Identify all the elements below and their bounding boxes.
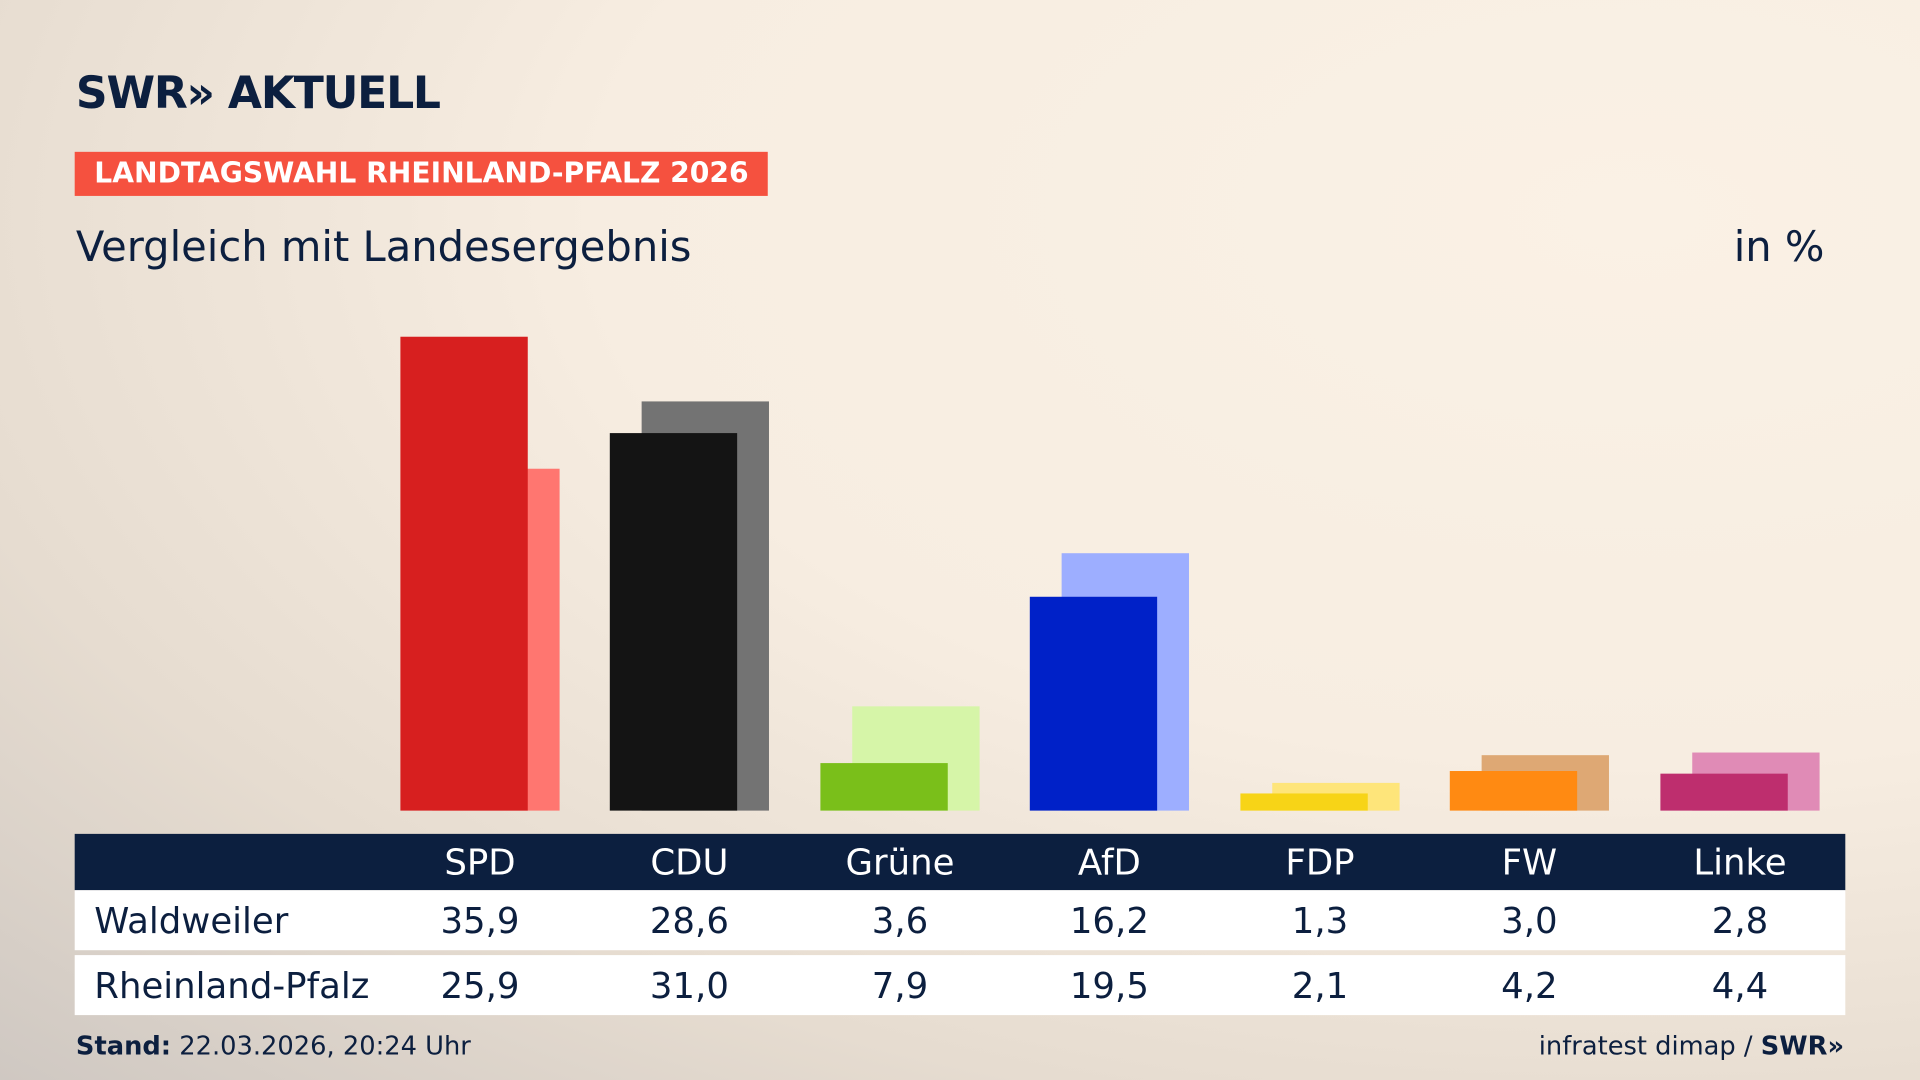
party-label: CDU	[650, 841, 729, 883]
value-label: 2,1	[1291, 964, 1349, 1006]
value-label: 3,6	[871, 899, 929, 942]
table-row: Waldweiler 35,9 28,6 3,6 16,2 1,3 3,0 2,8	[74, 890, 1846, 951]
value-label: 35,9	[440, 899, 520, 942]
value-label: 3,0	[1501, 899, 1558, 942]
value-label: 28,6	[649, 899, 729, 942]
election-badge: LANDTAGSWAHL RHEINLAND-PFALZ 2026	[74, 151, 769, 196]
table-header: SPD CDU Grüne AfD FDP FW Linke	[74, 833, 1846, 891]
party-label: FDP	[1285, 841, 1355, 883]
value-label: 1,3	[1291, 899, 1349, 942]
value-label: 4,2	[1501, 964, 1558, 1006]
value-label: 19,5	[1069, 964, 1149, 1006]
bar-spd-local	[400, 336, 528, 811]
value-label: 25,9	[440, 964, 520, 1006]
party-label: AfD	[1077, 841, 1141, 883]
bar-fw-local	[1449, 771, 1578, 811]
value-label: 16,2	[1069, 899, 1149, 942]
timestamp: Stand: 22.03.2026, 20:24 Uhr	[76, 1031, 471, 1060]
row-label: Waldweiler	[94, 899, 289, 942]
party-label: SPD	[444, 841, 516, 883]
value-label: 7,9	[871, 964, 929, 1006]
source: infratest dimap / SWR»	[1539, 1031, 1844, 1060]
bar-afd-local	[1029, 596, 1158, 811]
bar-cdu-local	[609, 433, 738, 811]
stand-label: Stand:	[75, 1031, 172, 1061]
bar-grüne-local	[820, 763, 948, 811]
bar-linke-local	[1660, 773, 1788, 811]
value-label: 4,4	[1711, 964, 1769, 1006]
source-text: infratest dimap /	[1538, 1031, 1761, 1061]
bar-fdp-local	[1240, 793, 1368, 811]
value-label: 2,8	[1711, 899, 1769, 942]
party-label: Grüne	[845, 841, 955, 883]
party-label: Linke	[1693, 841, 1787, 883]
swr-aktuell-logo: SWR» AKTUELL	[75, 68, 441, 119]
value-label: 31,0	[649, 964, 729, 1006]
stand-value: 22.03.2026, 20:24 Uhr	[179, 1031, 471, 1061]
results-table: SPD CDU Grüne AfD FDP FW Linke Waldweiler 35,9 2…	[74, 833, 1846, 1020]
table-row: Rheinland-Pfalz 25,9 31,0 7,9 19,5 2,1 4,2 4,4	[74, 955, 1846, 1016]
swr-logo: SWR»	[1760, 1031, 1845, 1061]
unit-label: in %	[1733, 222, 1825, 272]
row-label: Rheinland-Pfalz	[94, 964, 370, 1006]
chart-subtitle: Vergleich mit Landesergebnis	[75, 222, 692, 272]
party-label: FW	[1501, 841, 1558, 883]
